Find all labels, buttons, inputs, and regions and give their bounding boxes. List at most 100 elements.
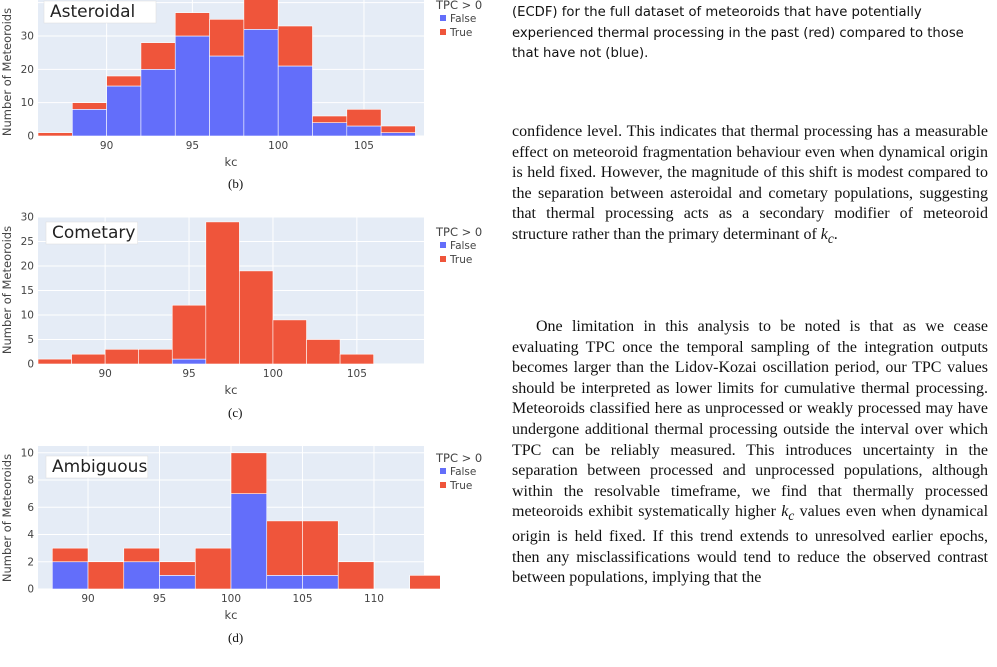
y-tick-label: 10	[21, 447, 34, 459]
bar-true	[272, 319, 307, 365]
bar-false	[243, 29, 279, 137]
bar-true	[71, 353, 106, 365]
y-tick-label: 25	[21, 236, 34, 248]
legend-swatch-true	[440, 29, 446, 35]
bar-true	[106, 75, 142, 87]
y-tick-label: 0	[27, 584, 34, 596]
y-tick-label: 2	[27, 556, 34, 568]
y-tick-label: 10	[21, 310, 34, 322]
legend-swatch-false	[440, 15, 446, 21]
x-tick-label: 105	[292, 593, 312, 605]
x-axis-label: kc	[225, 155, 238, 169]
para1-tail: .	[833, 225, 838, 243]
chart-panel-0: 90 95 100 105 0 10 20 30 kc Number of Meteoroids A…	[0, 0, 424, 169]
legend-title: TPC > 0	[435, 451, 482, 465]
body-paragraph-2: One limitation in this analysis to be no…	[512, 317, 988, 589]
y-tick-label: 0	[27, 131, 34, 143]
bar-false	[51, 561, 89, 590]
bar-false	[266, 575, 303, 590]
y-axis-label: Number of Meteoroids	[0, 8, 14, 136]
bar-true	[239, 270, 274, 365]
bar-true	[104, 348, 139, 365]
bar-false	[312, 122, 348, 137]
bar-false	[346, 125, 382, 137]
x-tick-label: 90	[81, 593, 94, 605]
x-axis-label: kc	[225, 608, 238, 622]
x-tick-label: 95	[182, 368, 195, 380]
x-tick-label: 100	[268, 140, 288, 152]
bar-true	[159, 561, 196, 576]
bar-true	[174, 12, 210, 37]
bar-true	[87, 561, 125, 590]
chart-title: Ambiguous	[52, 457, 147, 477]
x-tick-label: 105	[354, 140, 374, 152]
bar-false	[380, 132, 416, 137]
bar-false	[140, 69, 176, 137]
bar-true	[205, 221, 240, 365]
bar-true	[312, 115, 348, 123]
bar-true	[37, 358, 72, 365]
bar-false	[302, 575, 339, 590]
chart-title-box	[43, 0, 157, 24]
chart-title-box	[45, 221, 138, 245]
bar-false	[123, 561, 160, 590]
y-tick-label: 30	[21, 212, 34, 224]
bar-false	[106, 85, 142, 137]
legend-title: TPC > 0	[435, 0, 482, 12]
bar-false	[230, 493, 268, 590]
x-tick-label: 95	[153, 593, 166, 605]
subfigure-label-d: (d)	[228, 630, 244, 645]
x-axis-label: kc	[225, 383, 238, 397]
bar-true	[243, 0, 279, 30]
legend-label-false: False	[450, 240, 476, 252]
x-tick-label: 90	[98, 368, 111, 380]
figure-caption: (ECDF) for the full dataset of meteoroid…	[512, 5, 964, 61]
legend-label-true: True	[449, 480, 472, 492]
x-tick-label: 100	[221, 593, 241, 605]
para2-text-a: One limitation in this analysis to be no…	[512, 318, 988, 521]
para1-subscript: c	[827, 231, 834, 247]
subfigure-label-b: (b)	[228, 176, 244, 191]
x-tick-label: 95	[186, 140, 199, 152]
subfigure-label-c: (c)	[228, 405, 243, 420]
bar-true	[346, 109, 382, 127]
legend-swatch-false	[440, 242, 446, 248]
y-tick-label: 4	[27, 529, 34, 541]
legend-label-false: False	[450, 13, 476, 25]
bar-false	[174, 35, 210, 137]
bar-true	[140, 42, 176, 70]
chart-panel-2: 90 95 100 105 110 0 2 4 6 8 10 kc Number of Meteoroi…	[0, 446, 440, 622]
body-paragraph-1: confidence level. This indicates that th…	[512, 122, 988, 250]
chart-title: Cometary	[52, 223, 135, 243]
legend-swatch-false	[440, 468, 446, 474]
y-tick-label: 0	[27, 359, 34, 371]
chart-panel-1: 90 95 100 105 0 5 10 15 20 25 30 kc Number of Meteor…	[0, 212, 424, 397]
bar-true	[266, 520, 303, 576]
legend-swatch-true	[440, 256, 446, 262]
y-tick-label: 15	[21, 285, 34, 297]
bar-true	[306, 339, 341, 365]
x-tick-label: 110	[364, 593, 384, 605]
y-tick-label: 6	[27, 502, 34, 514]
bar-true	[380, 125, 416, 133]
y-tick-label: 5	[27, 334, 34, 346]
y-axis-label: Number of Meteoroids	[0, 454, 14, 582]
y-tick-label: 30	[21, 31, 34, 43]
bar-true	[123, 547, 160, 563]
x-tick-label: 90	[100, 140, 113, 152]
legend-swatch-true	[440, 482, 446, 488]
bar-true	[337, 561, 375, 590]
bar-false	[171, 358, 207, 365]
para1-symbol: k	[820, 225, 828, 243]
bar-false	[277, 65, 313, 137]
chart-title: Asteroidal	[50, 2, 135, 22]
bar-false	[72, 109, 107, 137]
legend-label-false: False	[450, 466, 476, 478]
y-tick-label: 20	[21, 261, 34, 273]
para1-text: confidence level. This indicates that th…	[512, 123, 988, 243]
bar-false	[209, 55, 245, 137]
bar-true	[194, 547, 232, 590]
bar-false	[159, 575, 196, 590]
bar-true	[171, 304, 207, 360]
